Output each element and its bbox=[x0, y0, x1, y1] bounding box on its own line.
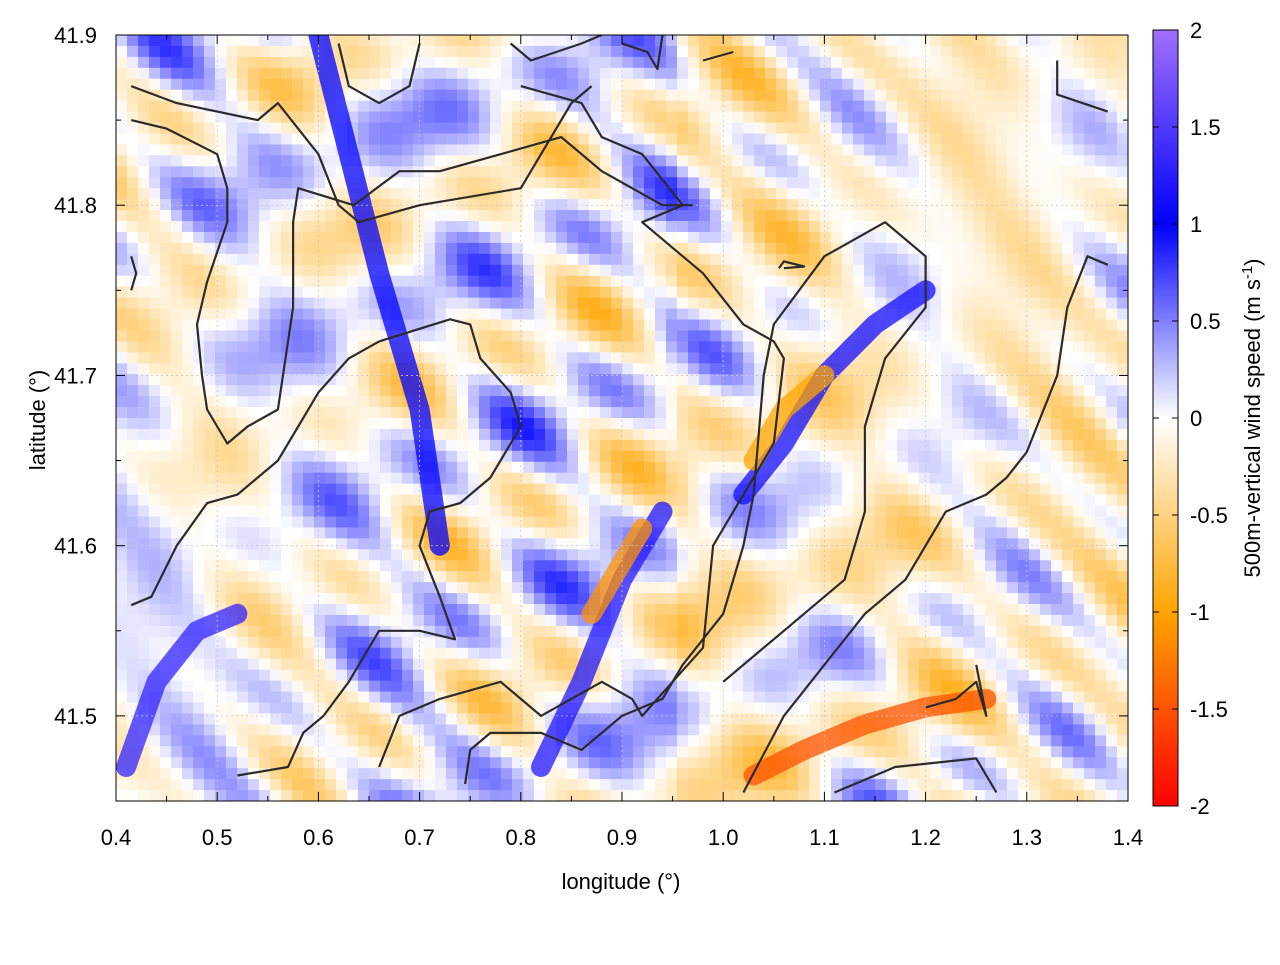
x-tick-label: 0.9 bbox=[607, 825, 638, 850]
x-tick-label: 0.4 bbox=[101, 825, 132, 850]
colorbar-label: 500m-vertical wind speed (m s-1) bbox=[1239, 258, 1266, 577]
colorbar-tick-label: -1 bbox=[1190, 600, 1210, 625]
x-tick-label: 0.5 bbox=[202, 825, 233, 850]
x-tick-label: 0.6 bbox=[303, 825, 334, 850]
y-tick-label: 41.7 bbox=[54, 363, 97, 388]
y-tick-label: 41.5 bbox=[54, 704, 97, 729]
colorbar-tick-label: -0.5 bbox=[1190, 503, 1228, 528]
x-tick-label: 1.0 bbox=[708, 825, 739, 850]
colorbar-tick-label: 0.5 bbox=[1190, 309, 1221, 334]
y-tick-label: 41.6 bbox=[54, 534, 97, 559]
x-tick-label: 1.2 bbox=[910, 825, 941, 850]
x-axis-label: longitude (°) bbox=[562, 869, 681, 894]
x-tick-label: 0.7 bbox=[404, 825, 435, 850]
y-tick-label: 41.9 bbox=[54, 23, 97, 48]
x-tick-label: 1.4 bbox=[1113, 825, 1144, 850]
colorbar-tick-label: 0 bbox=[1190, 406, 1202, 431]
colorbar-tick-label: 1 bbox=[1190, 212, 1202, 237]
colorbar-tick-label: -1.5 bbox=[1190, 697, 1228, 722]
y-axis-label: latitude (°) bbox=[25, 370, 50, 471]
colorbar-tick-label: 2 bbox=[1190, 18, 1202, 43]
colorbar-tick-label: 1.5 bbox=[1190, 115, 1221, 140]
x-tick-label: 0.8 bbox=[506, 825, 537, 850]
x-tick-label: 1.1 bbox=[809, 825, 840, 850]
colorbar-tick-label: -2 bbox=[1190, 794, 1210, 819]
y-tick-label: 41.8 bbox=[54, 193, 97, 218]
x-tick-label: 1.3 bbox=[1012, 825, 1043, 850]
